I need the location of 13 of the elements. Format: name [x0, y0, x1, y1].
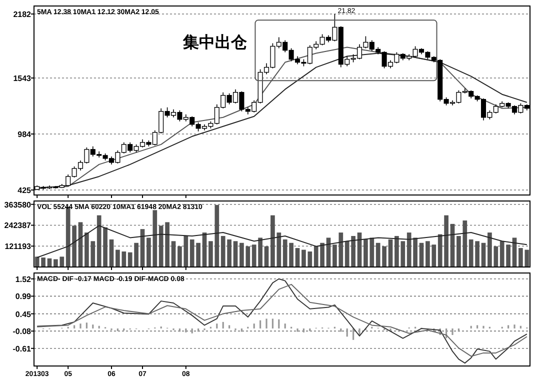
- y-tick-label: 0.45: [15, 310, 32, 319]
- y-tick-label: -0.08: [12, 327, 32, 336]
- y-tick-label: 121193: [4, 242, 32, 252]
- y-tick-label: 2182: [13, 10, 32, 20]
- y-tick-label: 0.99: [15, 292, 32, 302]
- y-tick-label: 363580: [4, 200, 32, 210]
- y-tick-label: -0.61: [12, 344, 32, 354]
- y-tick-label: 984: [18, 130, 32, 140]
- y-tick-label: 1543: [13, 74, 32, 84]
- y-tick-label: 242387: [4, 221, 32, 230]
- annotation: 集中出仓: [182, 34, 248, 52]
- y-tick-label: 1.52: [15, 274, 32, 284]
- y-tick-label: 425: [18, 186, 32, 195]
